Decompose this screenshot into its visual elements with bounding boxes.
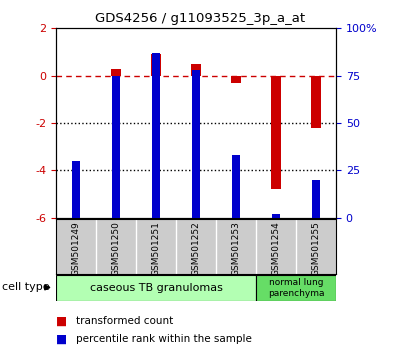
Text: GSM501250: GSM501250 [112,221,120,276]
Bar [72,161,80,218]
Text: transformed count: transformed count [76,316,173,326]
Text: ■: ■ [56,315,67,328]
Bar [272,214,280,218]
Text: caseous TB granulomas: caseous TB granulomas [90,283,222,293]
Text: GSM501253: GSM501253 [232,221,240,276]
Bar [111,69,121,76]
Bar [231,76,241,83]
Text: GSM501249: GSM501249 [72,221,80,276]
Bar [191,64,201,76]
Bar [232,155,240,218]
Bar [312,180,320,218]
Text: cell type: cell type [2,282,50,292]
Text: GSM501255: GSM501255 [312,221,320,276]
Bar [311,76,321,128]
Bar [271,76,281,189]
Bar [192,70,200,218]
Bar [56,275,256,301]
Text: GSM501254: GSM501254 [272,221,280,276]
Text: percentile rank within the sample: percentile rank within the sample [76,334,252,344]
Bar [151,55,161,76]
Text: ■: ■ [56,333,67,346]
Text: GSM501252: GSM501252 [192,221,200,276]
Text: GDS4256 / g11093525_3p_a_at: GDS4256 / g11093525_3p_a_at [95,12,305,25]
Bar [112,76,120,218]
Text: normal lung
parenchyma: normal lung parenchyma [268,279,324,298]
Bar [256,275,336,301]
Text: GSM501251: GSM501251 [152,221,160,276]
Bar [152,53,160,218]
